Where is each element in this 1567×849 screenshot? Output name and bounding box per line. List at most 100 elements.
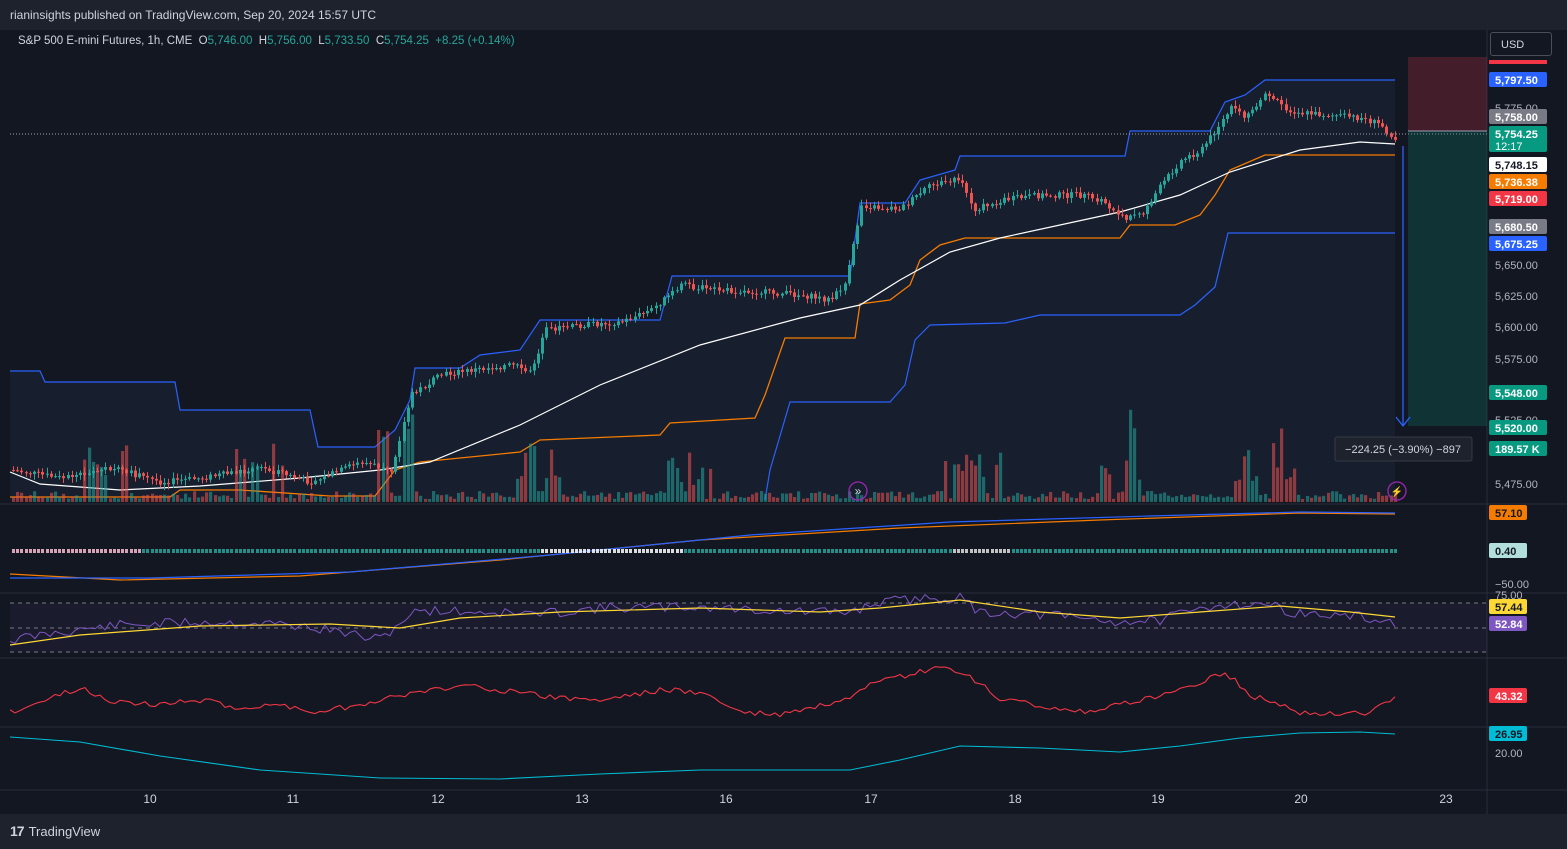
volume-bar — [1314, 495, 1318, 502]
volume-bar — [1007, 496, 1011, 502]
volume-bar — [974, 465, 978, 502]
volume-bar — [831, 496, 835, 502]
osc1-histogram-bar — [894, 549, 897, 553]
volume-bar — [138, 498, 142, 502]
candle-body — [260, 467, 263, 469]
price-tag — [1489, 109, 1547, 124]
osc1-histogram-bar — [1154, 549, 1157, 553]
candle-body — [827, 297, 830, 302]
osc1-histogram-bar — [823, 549, 826, 553]
candle-body — [898, 209, 901, 211]
volume-bar — [730, 498, 734, 502]
volume-bar — [1213, 497, 1217, 502]
osc1-histogram-bar — [1343, 549, 1346, 553]
osc1-histogram-bar — [873, 549, 876, 553]
candle-body — [306, 477, 309, 484]
price-tag — [1489, 174, 1547, 189]
osc1-histogram-bar — [1129, 549, 1132, 553]
currency-button[interactable]: USD — [1490, 32, 1552, 56]
volume-bar — [919, 498, 923, 502]
volume-bar — [449, 496, 453, 502]
osc1-histogram-bar — [898, 549, 901, 553]
candle-body — [314, 480, 317, 484]
volume-bar — [369, 493, 373, 502]
candle-body — [621, 321, 624, 323]
osc1-histogram-bar — [1033, 549, 1036, 553]
osc1-histogram-bar — [20, 549, 23, 553]
osc1-histogram-bar — [394, 549, 397, 553]
osc1-histogram-bar — [403, 549, 406, 553]
volume-bar — [1339, 494, 1343, 502]
volume-bar — [331, 496, 335, 502]
osc1-histogram-bar — [487, 549, 490, 553]
osc1-histogram-bar — [739, 549, 742, 553]
volume-bar — [579, 493, 583, 502]
osc1-histogram-bar — [83, 549, 86, 553]
volume-bar — [600, 492, 604, 502]
osc1-histogram-bar — [461, 549, 464, 553]
volume-bar — [806, 498, 810, 502]
volume-bar — [1117, 492, 1121, 502]
volume-bar — [1297, 494, 1301, 502]
rsi-ma-value-tag-text: 57.44 — [1495, 602, 1523, 614]
candle-body — [680, 283, 683, 291]
osc1-histogram-bar — [999, 549, 1002, 553]
volume-bar — [58, 497, 62, 502]
osc1-histogram-bar — [1373, 549, 1376, 553]
candle-body — [1217, 126, 1220, 135]
volume-bar — [860, 495, 864, 502]
volume-bar — [62, 493, 66, 502]
osc1-histogram-bar — [1251, 549, 1254, 553]
osc1-histogram-bar — [814, 549, 817, 553]
osc1-histogram-bar — [306, 549, 309, 553]
candle-body — [487, 368, 490, 371]
volume-bar — [151, 493, 155, 502]
osc1-histogram-bar — [697, 549, 700, 553]
candle-body — [310, 483, 313, 485]
volume-bar — [1209, 494, 1213, 502]
volume-bar — [29, 495, 33, 502]
osc1-histogram-bar — [415, 549, 418, 553]
candle-body — [104, 467, 107, 470]
volume-bar — [415, 491, 419, 502]
candle-body — [1192, 155, 1195, 157]
osc1-histogram-bar — [1163, 549, 1166, 553]
volume-bar — [953, 464, 957, 502]
osc1-histogram-bar — [865, 549, 868, 553]
candle-body — [877, 205, 880, 209]
osc1-histogram-bar — [167, 549, 170, 553]
candle-body — [839, 290, 842, 292]
candle-body — [75, 474, 78, 477]
candle-body — [37, 471, 40, 473]
osc1-histogram-bar — [772, 549, 775, 553]
candle-body — [1268, 93, 1271, 96]
volume-bar — [167, 495, 171, 502]
candle-body — [1301, 112, 1304, 115]
osc1-histogram-bar — [1289, 549, 1292, 553]
osc1-histogram-bar — [411, 549, 414, 553]
osc1-histogram-bar — [482, 549, 485, 553]
adx-value-tag — [1489, 726, 1527, 741]
candle-body — [134, 470, 137, 478]
candle-body — [667, 295, 670, 298]
osc1-histogram-bar — [184, 549, 187, 553]
volume-bar — [323, 497, 327, 502]
candle-body — [151, 477, 154, 479]
osc1-histogram-bar — [377, 549, 380, 553]
osc1-histogram-bar — [1276, 549, 1279, 553]
osc1-histogram-bar — [1285, 549, 1288, 553]
price-tag-label: 5,719.00 — [1495, 194, 1538, 206]
candle-body — [327, 475, 330, 477]
candle-body — [1096, 198, 1099, 202]
volume-bar — [495, 492, 499, 502]
candle-body — [751, 292, 754, 294]
volume-bar — [503, 496, 507, 502]
volume-bar — [314, 496, 318, 502]
candle-body — [222, 471, 225, 474]
volume-bar — [466, 496, 470, 502]
osc1-value-tag-text: 57.10 — [1495, 508, 1523, 520]
osc1-histogram-bar — [188, 549, 191, 553]
volume-bar — [1146, 491, 1150, 502]
tradingview-logo[interactable]: 17 TradingView — [10, 823, 100, 839]
